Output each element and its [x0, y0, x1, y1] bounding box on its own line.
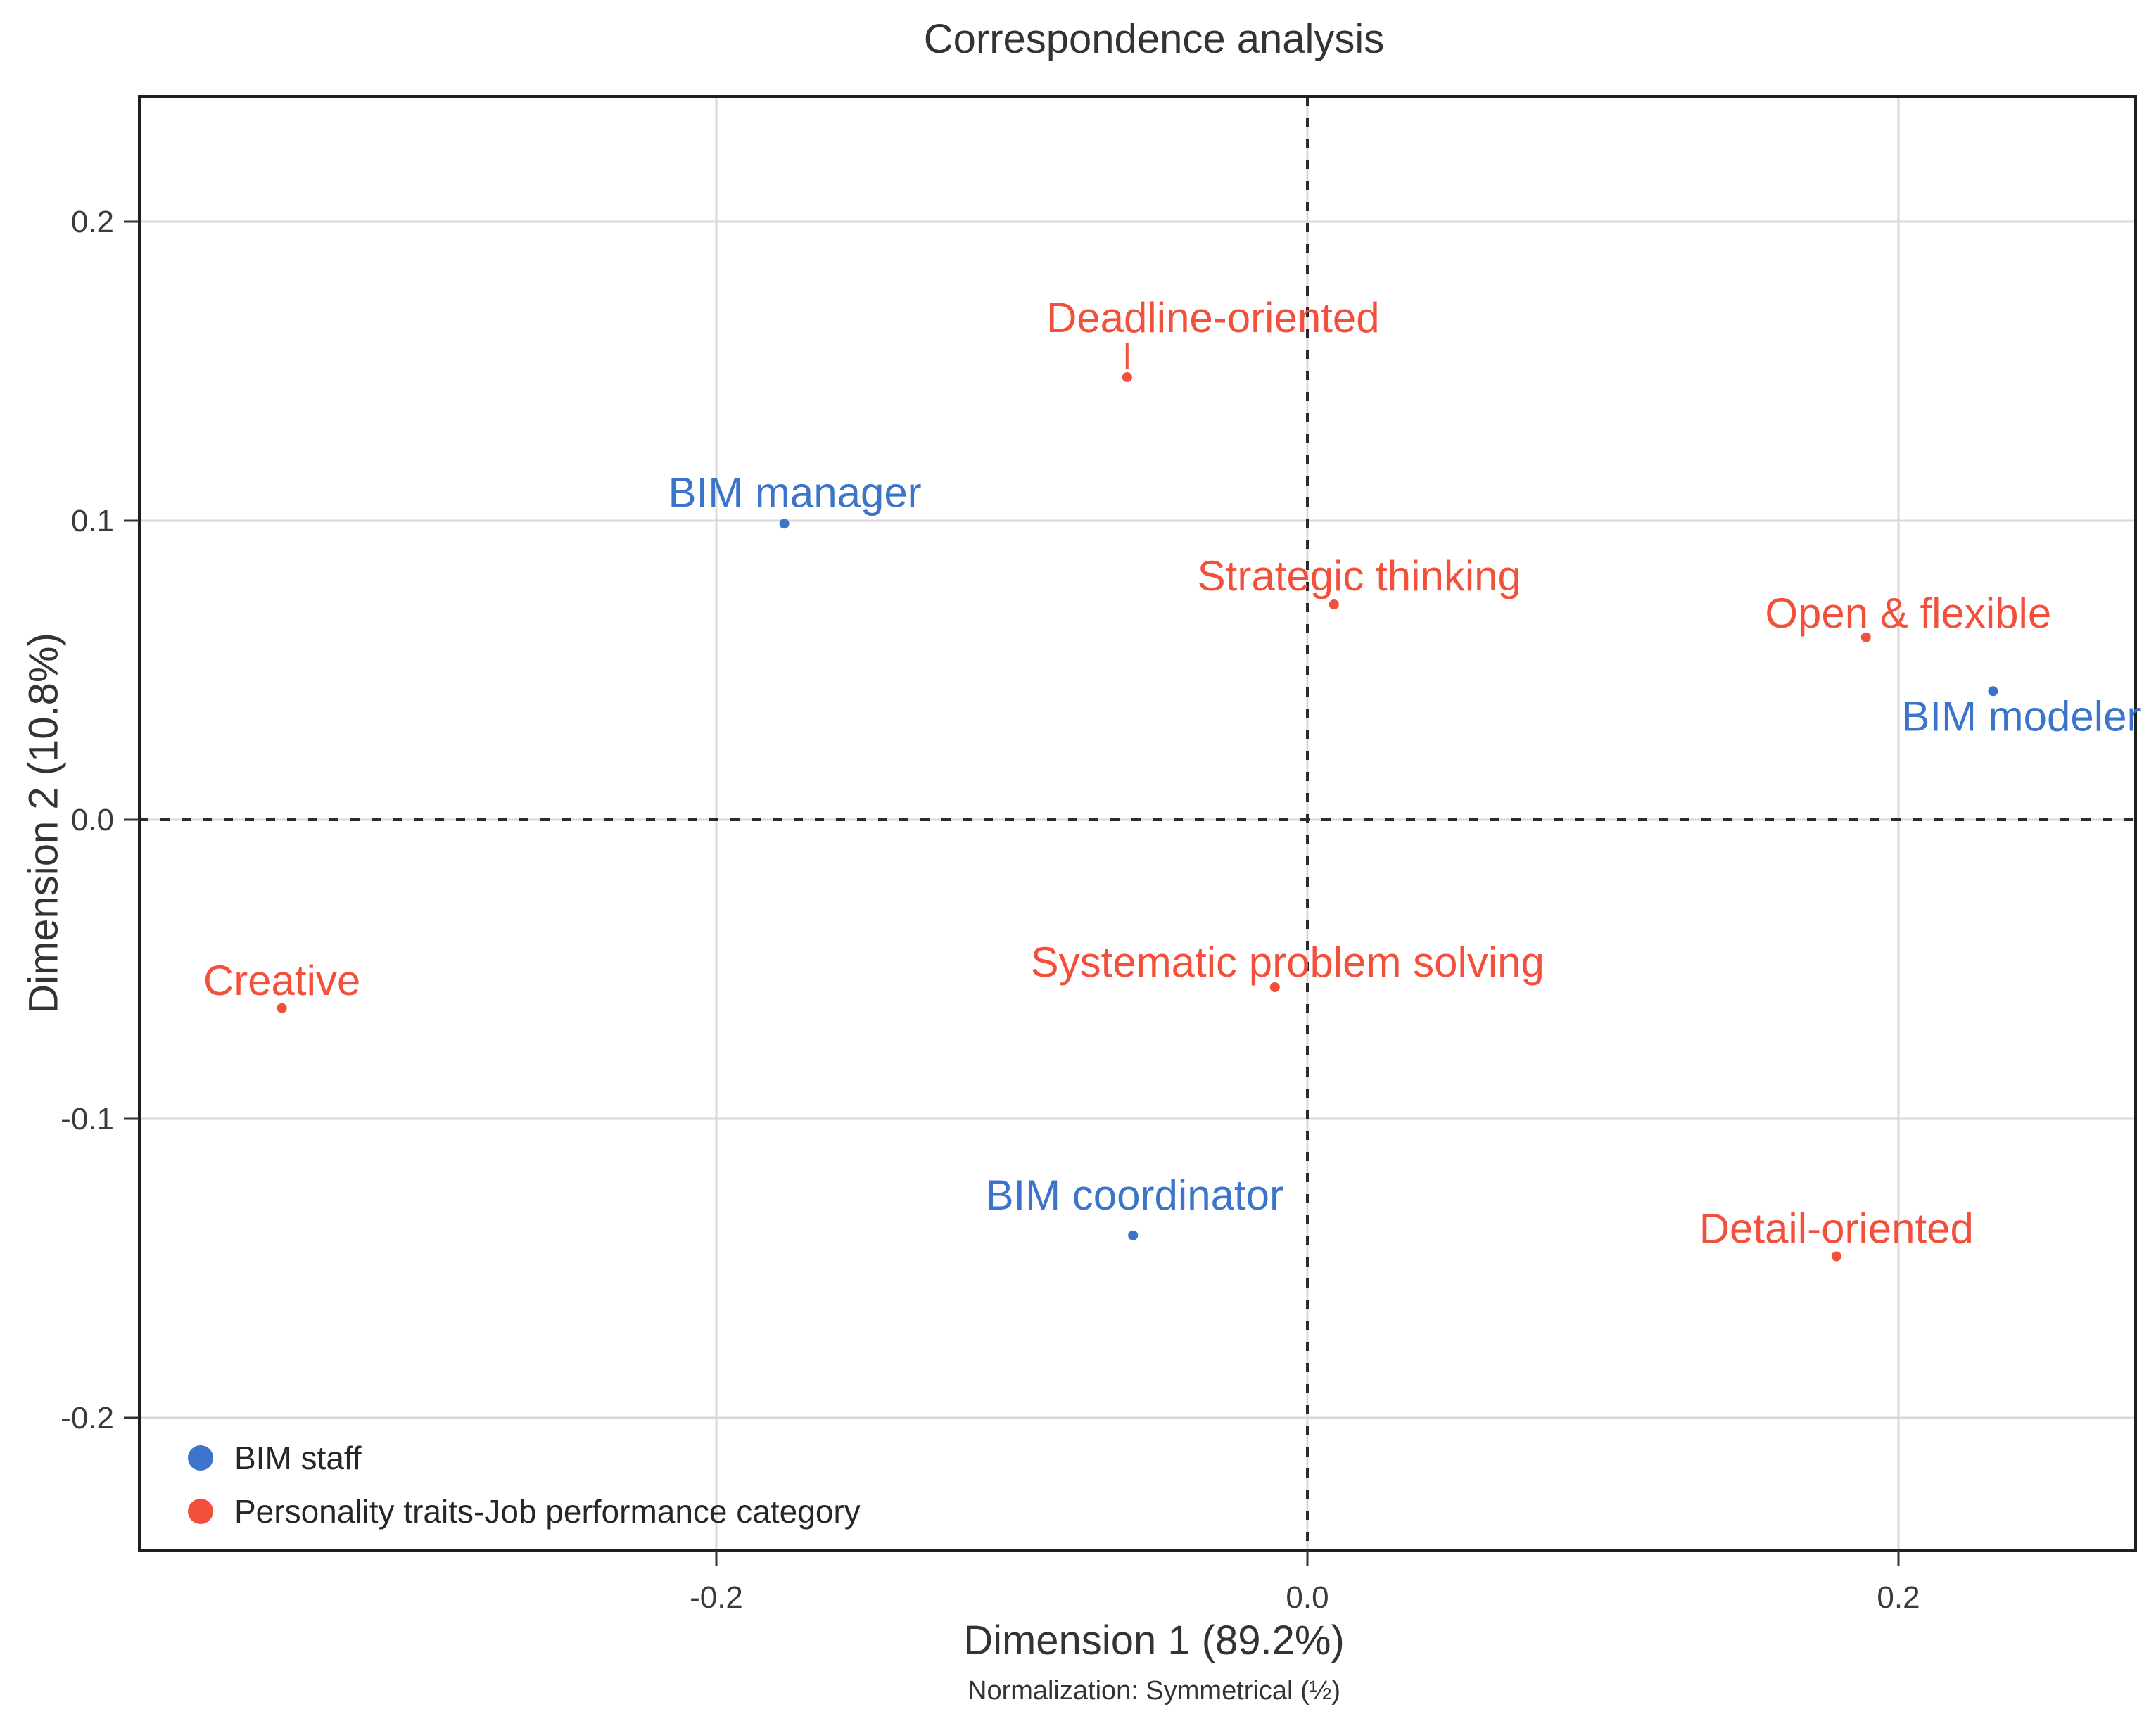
y-tick-label: 0.0	[71, 803, 114, 837]
y-tick-label: 0.1	[71, 504, 114, 538]
data-point	[1122, 372, 1132, 382]
data-point-label: BIM coordinator	[985, 1172, 1283, 1219]
data-point-label: BIM modeler	[1901, 692, 2141, 740]
data-point	[1128, 1230, 1139, 1240]
chart-title: Correspondence analysis	[923, 16, 1385, 62]
data-point-label: BIM manager	[668, 469, 922, 516]
data-point	[1860, 632, 1871, 642]
y-tick-label: -0.2	[61, 1401, 114, 1435]
y-tick-label: 0.2	[71, 205, 114, 239]
legend-marker-red	[188, 1499, 213, 1524]
plot-border	[138, 95, 2137, 1552]
data-point	[1988, 686, 1998, 697]
data-point	[779, 519, 790, 529]
legend-marker-blue	[188, 1445, 213, 1471]
data-point-label: Strategic thinking	[1198, 552, 1521, 599]
legend-label: Personality traits-Job performance categ…	[234, 1493, 861, 1530]
data-point-label: Detail-oriented	[1699, 1205, 1974, 1252]
x-tick-label: 0.2	[1877, 1580, 1920, 1615]
y-tick-label: -0.1	[61, 1102, 114, 1136]
data-point-label: Open & flexible	[1765, 590, 2051, 637]
legend-item-personality-traits: Personality traits-Job performance categ…	[188, 1493, 861, 1530]
data-point-label: Systematic problem solving	[1031, 939, 1545, 986]
x-axis-title: Dimension 1 (89.2%)	[963, 1618, 1345, 1663]
data-point	[1831, 1251, 1841, 1262]
data-point-label: Deadline-oriented	[1046, 294, 1380, 341]
legend-label: BIM staff	[234, 1440, 362, 1476]
data-point	[1269, 982, 1280, 992]
data-point-label: Creative	[203, 957, 360, 1004]
legend-item-bim-staff: BIM staff	[188, 1440, 362, 1476]
normalization-footnote: Normalization: Symmetrical (½)	[968, 1676, 1340, 1706]
x-tick-label: 0.0	[1286, 1580, 1329, 1615]
data-point	[277, 1003, 287, 1013]
data-point	[1329, 599, 1339, 609]
x-tick-label: -0.2	[690, 1580, 743, 1615]
